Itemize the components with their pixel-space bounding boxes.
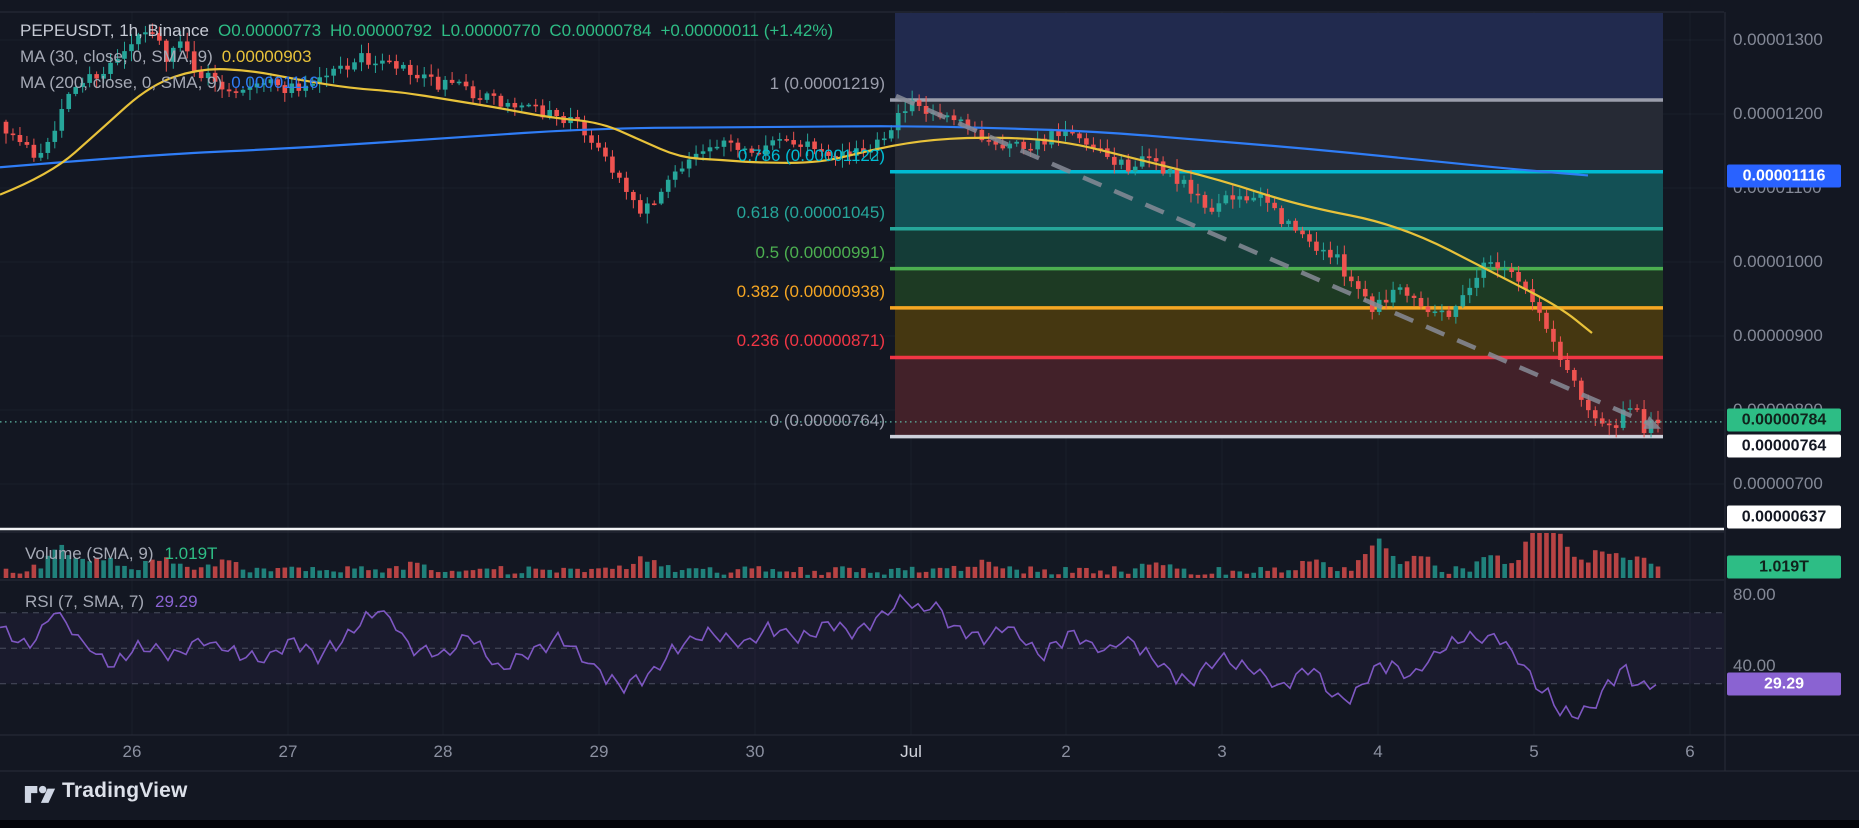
ma200-label: MA (200, close, 0, SMA, 9) xyxy=(20,73,223,92)
rsi-label: RSI (7, SMA, 7) xyxy=(25,592,145,611)
price-axis-label: 0.00001000 xyxy=(1733,252,1823,271)
symbol-legend-row[interactable]: PEPEUSDT, 1h, Binance O0.00000773 H0.000… xyxy=(20,21,833,41)
price-axis-label: 0.00001300 xyxy=(1733,30,1823,49)
fib-level-label-0.5: 0.5 (0.00000991) xyxy=(755,242,886,262)
ohlc-change: +0.00000011 (+1.42%) xyxy=(660,21,834,40)
ohlc-close: C0.00000784 xyxy=(549,21,652,40)
ohlc-low: L0.00000770 xyxy=(441,21,541,40)
ohlc-open: O0.00000773 xyxy=(217,21,322,40)
time-axis-label-Jul[interactable]: Jul xyxy=(900,742,922,761)
volume-value: 1.019T xyxy=(164,544,218,563)
ma30-value: 0.00000903 xyxy=(221,47,312,66)
ma30-legend-row[interactable]: MA (30, close, 0, SMA, 9) 0.00000903 xyxy=(20,47,312,67)
rsi-badge[interactable]: 29.29 xyxy=(1727,672,1841,696)
time-axis-label-29[interactable]: 29 xyxy=(589,742,609,761)
ma200-value: 0.00001116 xyxy=(231,73,319,92)
fib-level-label-0.786: 0.786 (0.00001122) xyxy=(737,145,885,165)
support-line-price-badge[interactable]: 0.00000637 xyxy=(1727,505,1841,529)
time-axis-label-4[interactable]: 4 xyxy=(1373,742,1383,761)
volume-badge[interactable]: 1.019T xyxy=(1727,555,1841,579)
footer-bar: TradingView xyxy=(0,772,1859,820)
ma200-legend-row[interactable]: MA (200, close, 0, SMA, 9) 0.00001116 xyxy=(20,73,319,93)
symbol-title[interactable]: PEPEUSDT, 1h, Binance xyxy=(20,21,209,40)
fib-level-label-0.236: 0.236 (0.00000871) xyxy=(736,331,885,351)
rsi-legend-row[interactable]: RSI (7, SMA, 7) 29.29 xyxy=(25,592,198,612)
time-axis-label-6[interactable]: 6 xyxy=(1685,742,1695,761)
rsi-axis-label: 40.00 xyxy=(1733,656,1776,675)
fib-level-label-0.618: 0.618 (0.00001045) xyxy=(736,202,885,222)
fib-level-label-1: 1 (0.00001219) xyxy=(769,73,885,93)
rsi-value: 29.29 xyxy=(155,592,198,611)
volume-legend-row[interactable]: Volume (SMA, 9) 1.019T xyxy=(25,544,217,564)
tradingview-logo-icon[interactable] xyxy=(24,780,56,808)
fib-level-label-0: 0 (0.00000764) xyxy=(769,410,885,430)
rsi-axis-label: 80.00 xyxy=(1733,585,1776,604)
fib-zero-price-badge[interactable]: 0.00000764 xyxy=(1727,434,1841,458)
ohlc-high: H0.00000792 xyxy=(330,21,433,40)
last-price-badge[interactable]: 0.00000784 xyxy=(1727,408,1841,432)
ma200-price-badge[interactable]: 0.00001116 xyxy=(1727,164,1841,188)
price-axis-label: 0.00001200 xyxy=(1733,104,1823,123)
time-axis-label-26[interactable]: 26 xyxy=(122,742,142,761)
time-axis-label-27[interactable]: 27 xyxy=(278,742,298,761)
price-axis-label: 0.00000700 xyxy=(1733,474,1823,493)
time-axis-label-2[interactable]: 2 xyxy=(1061,742,1071,761)
fib-level-label-0.382: 0.382 (0.00000938) xyxy=(736,281,885,301)
price-axis-label: 0.00000900 xyxy=(1733,326,1823,345)
time-axis-label-30[interactable]: 30 xyxy=(745,742,765,761)
time-axis-label-5[interactable]: 5 xyxy=(1529,742,1539,761)
tradingview-brand-text[interactable]: TradingView xyxy=(62,779,188,802)
time-axis-label-3[interactable]: 3 xyxy=(1217,742,1227,761)
volume-label: Volume (SMA, 9) xyxy=(25,544,154,563)
time-axis-label-28[interactable]: 28 xyxy=(433,742,453,761)
ma30-label: MA (30, close, 0, SMA, 9) xyxy=(20,47,213,66)
